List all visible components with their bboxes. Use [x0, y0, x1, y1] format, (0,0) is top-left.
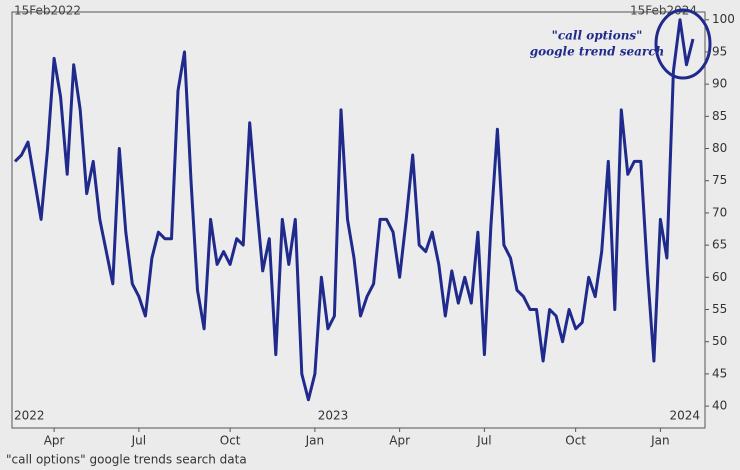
x-tick-label: Jul — [476, 434, 491, 448]
y-tick-label: 75 — [712, 173, 727, 187]
y-tick-label: 65 — [712, 238, 727, 252]
start-date-label: 15Feb2022 — [14, 4, 81, 18]
y-tick-label: 50 — [712, 334, 727, 348]
y-tick-label: 70 — [712, 205, 727, 219]
year-label: 2024 — [669, 409, 700, 423]
x-tick-label: Jan — [650, 434, 670, 448]
year-label: 2022 — [14, 409, 45, 423]
y-tick-label: 95 — [712, 44, 727, 58]
x-tick-label: Jan — [305, 434, 325, 448]
y-tick-label: 80 — [712, 141, 727, 155]
callout-line-1: "call options" — [552, 29, 643, 43]
y-tick-label: 100 — [712, 12, 735, 26]
y-tick-label: 90 — [712, 77, 727, 91]
x-tick-label: Oct — [565, 434, 586, 448]
plot-frame — [11, 11, 706, 429]
caption: "call options" google trends search data — [6, 453, 247, 467]
x-tick-label: Apr — [389, 434, 410, 448]
end-date-label: 15Feb2024 — [630, 4, 697, 18]
x-tick-label: Jul — [131, 434, 146, 448]
x-tick-label: Oct — [220, 434, 241, 448]
y-tick-label: 60 — [712, 270, 727, 284]
y-tick-label: 45 — [712, 366, 727, 380]
callout-line-2: google trend search — [530, 45, 664, 59]
y-tick-label: 40 — [712, 399, 727, 413]
x-tick-label: Apr — [44, 434, 65, 448]
highlight-circle — [654, 8, 712, 80]
y-tick-label: 55 — [712, 302, 727, 316]
data-line — [13, 18, 695, 402]
y-tick-label: 85 — [712, 109, 727, 123]
year-label: 2023 — [318, 409, 349, 423]
